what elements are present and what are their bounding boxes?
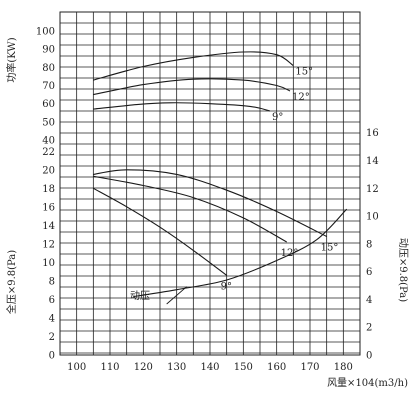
x-tick-label: 140 bbox=[200, 362, 219, 373]
power-tick-label: 50 bbox=[42, 117, 55, 128]
pressure-curve-label: 12° bbox=[281, 248, 299, 259]
pressure-right-tick-label: 4 bbox=[366, 295, 372, 306]
x-tick-label: 100 bbox=[67, 362, 86, 373]
power-tick-label: 60 bbox=[42, 99, 55, 110]
pressure-curve-label: 15° bbox=[321, 242, 339, 253]
power-curve-label: 15° bbox=[295, 67, 313, 78]
x-tick-label: 170 bbox=[300, 362, 319, 373]
grid bbox=[60, 12, 360, 355]
power-tick-label: 80 bbox=[42, 63, 55, 74]
pressure-right-tick-label: 0 bbox=[366, 351, 372, 362]
left-pressure-axis-label: 全压×9.8(Pa) bbox=[5, 250, 18, 314]
pressure-left-tick-label: 2 bbox=[49, 332, 55, 343]
pressure-left-tick-label: 6 bbox=[49, 295, 55, 306]
x-tick-label: 110 bbox=[100, 362, 119, 373]
x-tick-label: 130 bbox=[167, 362, 186, 373]
curves bbox=[93, 51, 348, 298]
tick-labels: 100 110 120 130 140 150 160 170 1804050607080901… bbox=[36, 27, 379, 373]
pressure-curve bbox=[133, 208, 348, 298]
pressure-left-tick-label: 20 bbox=[42, 165, 55, 176]
pressure-left-tick-label: 8 bbox=[49, 276, 55, 287]
pressure-right-tick-label: 12 bbox=[366, 184, 379, 195]
pressure-left-tick-label: 4 bbox=[49, 313, 55, 324]
x-axis-label: 风量×104(m3/h) bbox=[327, 377, 408, 389]
pressure-right-tick-label: 6 bbox=[366, 267, 372, 278]
pressure-curve bbox=[93, 187, 228, 276]
power-tick-label: 100 bbox=[36, 27, 55, 38]
pressure-left-tick-label: 16 bbox=[42, 202, 55, 213]
power-curve bbox=[93, 102, 271, 112]
pressure-curve bbox=[93, 169, 327, 237]
x-tick-label: 160 bbox=[267, 362, 286, 373]
pressure-curve-label: 9° bbox=[221, 281, 232, 292]
pressure-right-tick-label: 10 bbox=[366, 212, 379, 223]
pressure-left-tick-label: 22 bbox=[42, 147, 55, 158]
pressure-left-tick-label: 14 bbox=[42, 221, 55, 232]
power-tick-label: 90 bbox=[42, 45, 55, 56]
pressure-left-tick-label: 18 bbox=[42, 184, 55, 195]
x-tick-label: 120 bbox=[134, 362, 153, 373]
pressure-left-tick-label: 12 bbox=[42, 239, 55, 250]
pressure-left-tick-label: 0 bbox=[49, 351, 55, 362]
x-tick-label: 180 bbox=[334, 362, 353, 373]
pressure-right-tick-label: 16 bbox=[366, 128, 379, 139]
power-tick-label: 40 bbox=[42, 136, 55, 147]
pressure-right-tick-label: 14 bbox=[366, 156, 379, 167]
pressure-curve bbox=[93, 175, 287, 243]
pressure-right-tick-label: 8 bbox=[366, 239, 372, 250]
x-tick-label: 150 bbox=[234, 362, 253, 373]
power-tick-label: 70 bbox=[42, 81, 55, 92]
right-pressure-axis-label: 动压×9.8(Pa) bbox=[397, 238, 409, 302]
pressure-left-tick-label: 10 bbox=[42, 258, 55, 269]
pressure-right-tick-label: 2 bbox=[366, 323, 372, 334]
power-curve-label: 12° bbox=[292, 92, 310, 103]
power-curve bbox=[93, 78, 291, 96]
power-curve-label: 9° bbox=[272, 112, 283, 123]
dynamic-pressure-leader bbox=[166, 286, 187, 305]
power-curve bbox=[93, 51, 294, 81]
dynamic-pressure-label: 动压 bbox=[130, 290, 150, 302]
power-axis-label: 功率(KW) bbox=[5, 37, 18, 82]
curve-labels: 15° 12° 9° 15° 12° 9° 动压 bbox=[130, 67, 339, 305]
